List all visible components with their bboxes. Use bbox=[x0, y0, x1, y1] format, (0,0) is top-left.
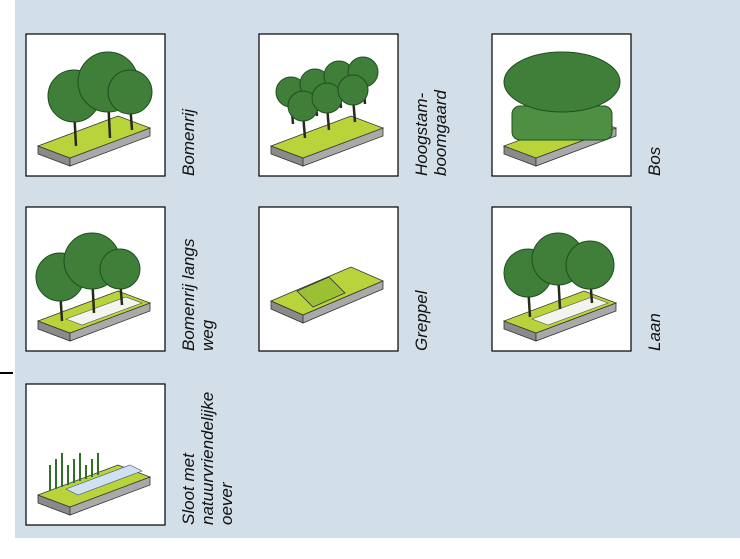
tile bbox=[259, 207, 398, 351]
canopy bbox=[504, 52, 620, 112]
tile-label: Greppel bbox=[412, 289, 431, 351]
tile bbox=[26, 384, 165, 525]
tile-label: Bomenrij langs bbox=[179, 238, 198, 351]
canopy bbox=[108, 70, 152, 114]
canopy bbox=[338, 75, 368, 105]
tile-label: Laan bbox=[645, 313, 664, 351]
tile-label: weg bbox=[198, 319, 217, 351]
tile-label: Hoogstam- bbox=[412, 93, 431, 176]
tile bbox=[26, 34, 165, 176]
tile-label: Sloot met bbox=[179, 452, 198, 525]
tile-label: boomgaard bbox=[431, 89, 450, 176]
tile-label: oever bbox=[217, 481, 236, 525]
canopy bbox=[100, 249, 140, 289]
tile bbox=[492, 207, 631, 351]
canopy bbox=[312, 83, 342, 113]
tile bbox=[26, 207, 165, 351]
tile bbox=[492, 34, 631, 176]
canopy bbox=[566, 241, 614, 289]
tile-label: Bos bbox=[645, 146, 664, 176]
diagram: Bomenrij Hoogstam-boomgaard Bos Bomenrij la… bbox=[0, 0, 740, 554]
tile bbox=[259, 34, 398, 176]
tile-label: natuurvriendelijke bbox=[198, 392, 217, 525]
page: Bomenrij Hoogstam-boomgaard Bos Bomenrij la… bbox=[0, 0, 740, 554]
tile-label: Bomenrij bbox=[179, 108, 198, 176]
